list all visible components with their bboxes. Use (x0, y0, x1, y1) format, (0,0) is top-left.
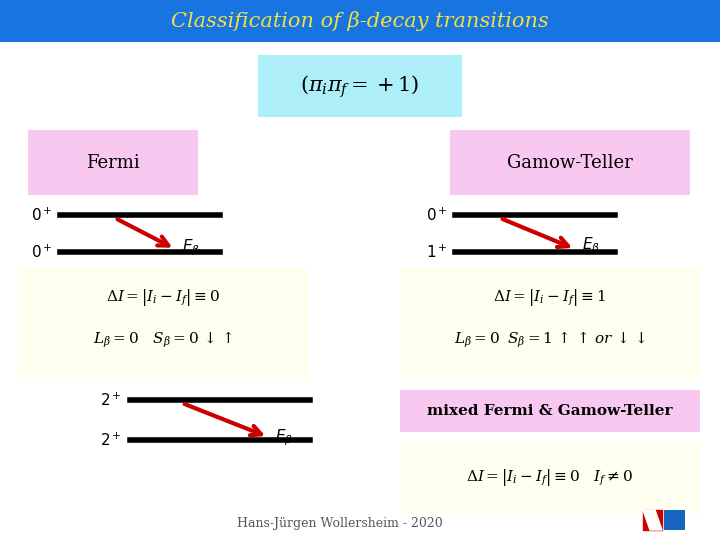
Bar (664, 510, 683, 530)
Text: $0^+$: $0^+$ (31, 244, 53, 261)
Text: Gamow-Teller: Gamow-Teller (507, 154, 633, 172)
Bar (18, 268, 308, 378)
Text: Classification of β-decay transitions: Classification of β-decay transitions (171, 11, 549, 31)
Text: $E_\beta$: $E_\beta$ (182, 238, 200, 258)
Text: $\Delta I=\left|I_i-I_f\right|\equiv 0 \quad I_f\neq 0$: $\Delta I=\left|I_i-I_f\right|\equiv 0 \… (467, 468, 634, 489)
Bar (258, 55, 462, 117)
Text: $1^+$: $1^+$ (426, 244, 448, 261)
Text: Fermi: Fermi (86, 154, 140, 172)
Text: $E_\beta$: $E_\beta$ (582, 235, 600, 256)
Polygon shape (643, 510, 662, 530)
Bar (400, 268, 700, 378)
Bar (643, 520, 663, 530)
Text: $L_\beta=0 \quad S_\beta=0\,\downarrow\uparrow$: $L_\beta=0 \quad S_\beta=0\,\downarrow\u… (93, 330, 233, 350)
Bar (643, 510, 663, 520)
Text: $\Delta I=\left|I_i-I_f\right|\equiv 1$: $\Delta I=\left|I_i-I_f\right|\equiv 1$ (493, 287, 606, 308)
Text: $E_\beta$: $E_\beta$ (275, 428, 293, 448)
Text: $\left(\pi_i\pi_f=+1\right)$: $\left(\pi_i\pi_f=+1\right)$ (300, 74, 420, 100)
Bar (665, 510, 685, 530)
Text: $2^+$: $2^+$ (100, 392, 122, 409)
Text: $\Delta I=\left|I_i-I_f\right|\equiv 0$: $\Delta I=\left|I_i-I_f\right|\equiv 0$ (106, 287, 220, 308)
Text: $0^+$: $0^+$ (426, 206, 448, 224)
Bar (0, 0, 720, 42)
Text: $L_\beta=0 \;\; S_\beta=1\,\uparrow\uparrow\, or\,\downarrow\downarrow$: $L_\beta=0 \;\; S_\beta=1\,\uparrow\upar… (454, 330, 646, 350)
Text: mixed Fermi & Gamow-Teller: mixed Fermi & Gamow-Teller (427, 404, 672, 418)
Bar (28, 130, 198, 195)
Bar (400, 442, 700, 514)
Polygon shape (643, 510, 662, 530)
Bar (643, 510, 663, 530)
Text: $0^+$: $0^+$ (31, 206, 53, 224)
Text: Hans-Jürgen Wollersheim - 2020: Hans-Jürgen Wollersheim - 2020 (237, 517, 443, 530)
Bar (450, 130, 690, 195)
Text: $2^+$: $2^+$ (100, 431, 122, 449)
Bar (643, 510, 685, 530)
Bar (400, 390, 700, 432)
Bar (643, 510, 662, 530)
